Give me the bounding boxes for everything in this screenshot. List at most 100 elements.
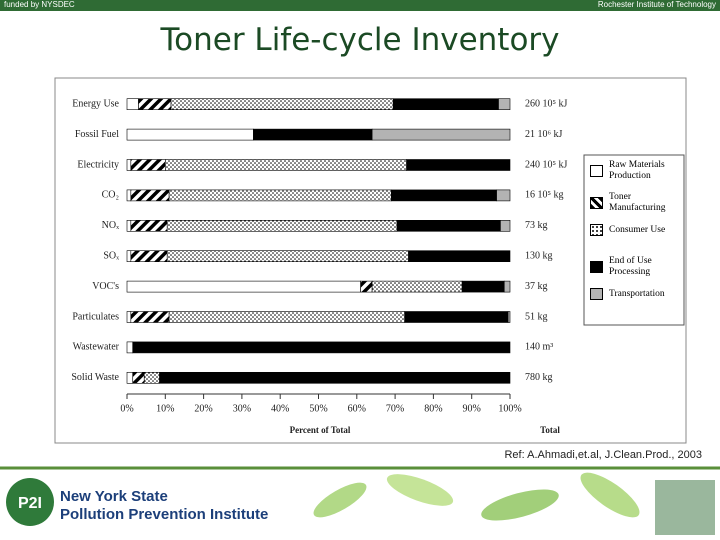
x-tick-label: 40% <box>271 403 289 414</box>
bar-segment <box>500 220 511 232</box>
legend-label: Toner Manufacturing <box>609 192 666 213</box>
bar-segment <box>143 371 160 384</box>
total-label: 21 10⁶ kJ <box>525 129 562 140</box>
bar-segment <box>159 371 511 384</box>
legend-item: Raw Materials Production <box>590 160 686 182</box>
bar-segment <box>126 128 254 141</box>
bar-segment <box>392 98 499 110</box>
x-tick-label: 100% <box>498 403 521 414</box>
bar-segment <box>170 98 394 110</box>
total-label: 780 kg <box>525 372 553 383</box>
bar-segment <box>132 371 145 384</box>
x-tick-label: 20% <box>194 403 212 414</box>
category-label: VOC's <box>92 281 119 292</box>
bar-segment <box>461 280 505 293</box>
total-label: 16 10⁵ kg <box>525 190 564 201</box>
total-label: 260 10⁵ kJ <box>525 98 567 109</box>
total-label: 73 kg <box>525 220 548 231</box>
x-tick-label: 60% <box>348 403 366 414</box>
bar-segment <box>360 280 373 293</box>
legend-swatch <box>590 288 603 300</box>
reference: Ref: A.Ahmadi,et.al, J.Clean.Prod., 2003 <box>504 449 702 461</box>
legend-item: Toner Manufacturing <box>590 192 686 214</box>
bar-segment <box>126 98 139 110</box>
bar-segment <box>126 250 132 262</box>
bar-segment <box>126 311 132 323</box>
legend-swatch <box>590 224 603 236</box>
x-tick-label: 30% <box>233 403 251 414</box>
total-label: 240 10⁵ kJ <box>525 159 567 170</box>
totals-header: Total <box>540 425 560 435</box>
category-label: CO₂ <box>102 190 119 201</box>
bar-segment <box>126 341 134 354</box>
institution: Rochester Institute of Technology <box>597 0 716 9</box>
category-label: Solid Waste <box>71 372 119 383</box>
bar-segment <box>371 128 511 141</box>
legend-swatch <box>590 261 603 273</box>
bar-segment <box>408 250 511 262</box>
bar-segment <box>126 280 361 293</box>
total-label: 37 kg <box>525 281 548 292</box>
x-tick-label: 70% <box>386 403 404 414</box>
legend-swatch <box>590 197 603 209</box>
footer-line1: New York State <box>60 488 168 505</box>
bar-segment <box>165 159 407 171</box>
legend-swatch <box>590 165 603 177</box>
category-label: Wastewater <box>73 342 120 353</box>
bar-segment <box>396 220 501 232</box>
category-label: Particulates <box>72 311 119 322</box>
category-label: Energy Use <box>72 98 119 109</box>
x-tick-label: 80% <box>424 403 442 414</box>
category-label: Fossil Fuel <box>75 129 119 140</box>
bar-segment <box>390 189 497 202</box>
bar-segment <box>126 220 132 232</box>
bar-segment <box>404 311 509 323</box>
bar-segment <box>496 189 511 202</box>
bar-segment <box>126 189 132 202</box>
bar-segment <box>130 250 168 262</box>
slide-title: Toner Life-cycle Inventory <box>160 22 560 58</box>
bar-segment <box>130 220 168 232</box>
bar-segment <box>130 311 170 323</box>
category-label: NOₓ <box>102 220 119 231</box>
bar-segment <box>166 220 398 232</box>
legend-label: Transportation <box>609 288 665 299</box>
logo: P2I <box>6 478 54 526</box>
category-label: Electricity <box>77 159 119 170</box>
bar-segment <box>168 189 392 202</box>
total-label: 140 m³ <box>525 342 553 353</box>
legend-label: End of Use Processing <box>609 256 652 277</box>
bar-segment <box>132 341 511 354</box>
category-label: SOₓ <box>103 250 119 261</box>
x-tick-label: 90% <box>463 403 481 414</box>
bar-segment <box>168 311 405 323</box>
bar-segment <box>406 159 511 171</box>
bar-segment <box>166 250 409 262</box>
x-tick-label: 10% <box>156 403 174 414</box>
legend-item: Transportation <box>590 288 686 300</box>
bar-segment <box>130 189 170 202</box>
decoration <box>313 472 715 535</box>
total-label: 51 kg <box>525 311 548 322</box>
legend-label: Raw Materials Production <box>609 160 665 181</box>
footer-line2: Pollution Prevention Institute <box>60 506 268 523</box>
funding-note: funded by NYSDEC <box>4 0 75 9</box>
logo-text: P2I <box>18 495 42 512</box>
legend-item: End of Use Processing <box>590 256 686 278</box>
bar-segment <box>498 98 511 110</box>
bar-segment <box>253 128 373 141</box>
top-banner: funded by NYSDEC Rochester Institute of … <box>0 0 720 11</box>
bar-segment <box>138 98 172 110</box>
x-tick-label: 0% <box>120 403 133 414</box>
bar-segment <box>371 280 463 293</box>
bar-segment <box>130 159 166 171</box>
x-axis-label: Percent of Total <box>290 425 351 435</box>
legend-label: Consumer Use <box>609 224 666 235</box>
legend-item: Consumer Use <box>590 224 686 236</box>
bar-segment <box>126 159 132 171</box>
x-tick-label: 50% <box>309 403 327 414</box>
bar-segment <box>503 280 511 293</box>
total-label: 130 kg <box>525 250 553 261</box>
